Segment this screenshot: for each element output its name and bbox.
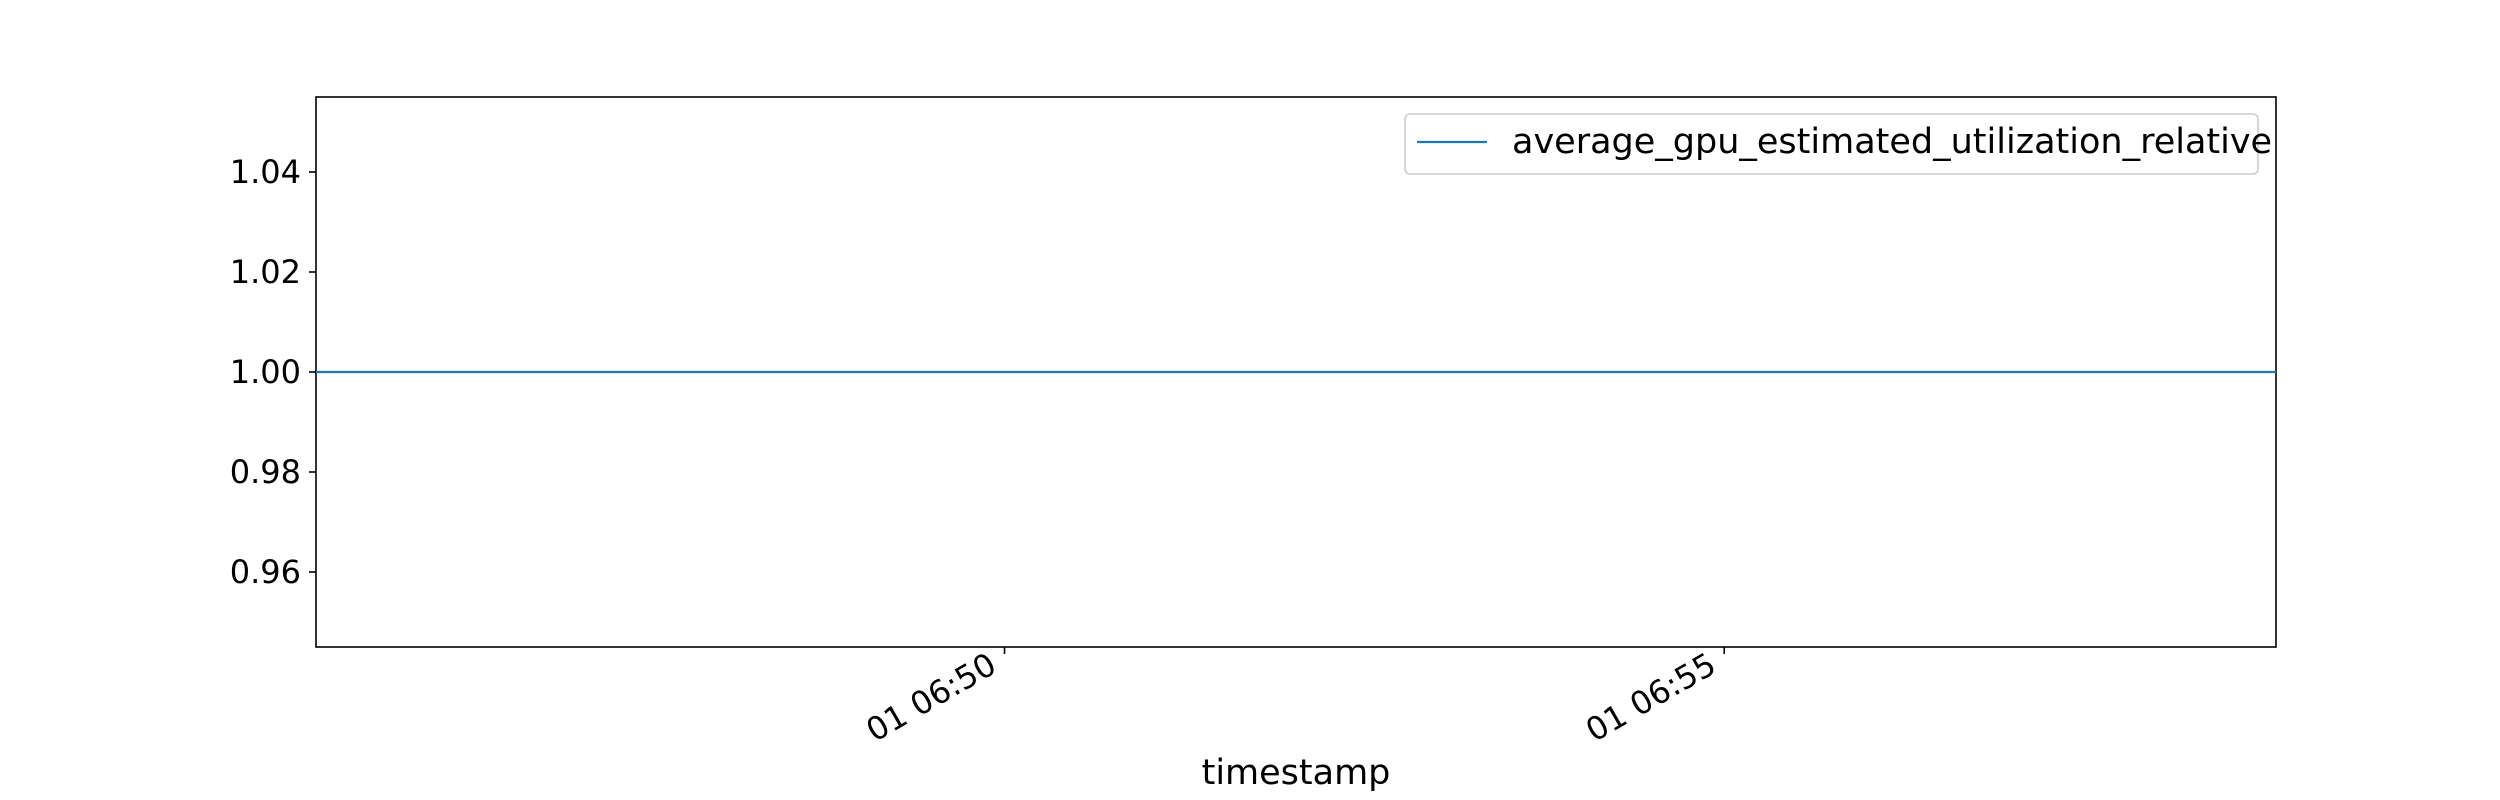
legend-box (1404, 113, 2259, 175)
y-tick-label: 1.04 (230, 153, 301, 191)
y-tick-label: 1.02 (230, 253, 301, 291)
y-tick-label: 1.00 (230, 353, 301, 391)
legend-series-name: average_gpu_estimated_utilization_relati… (1512, 122, 2272, 162)
legend: average_gpu_estimated_utilization_relati… (1404, 113, 2272, 175)
y-axis: 0.96 0.98 1.00 1.02 1.04 (230, 153, 316, 591)
y-tick-label: 0.98 (230, 453, 301, 491)
x-axis-label: timestamp (1202, 753, 1391, 793)
y-tick-label: 0.96 (230, 553, 301, 591)
